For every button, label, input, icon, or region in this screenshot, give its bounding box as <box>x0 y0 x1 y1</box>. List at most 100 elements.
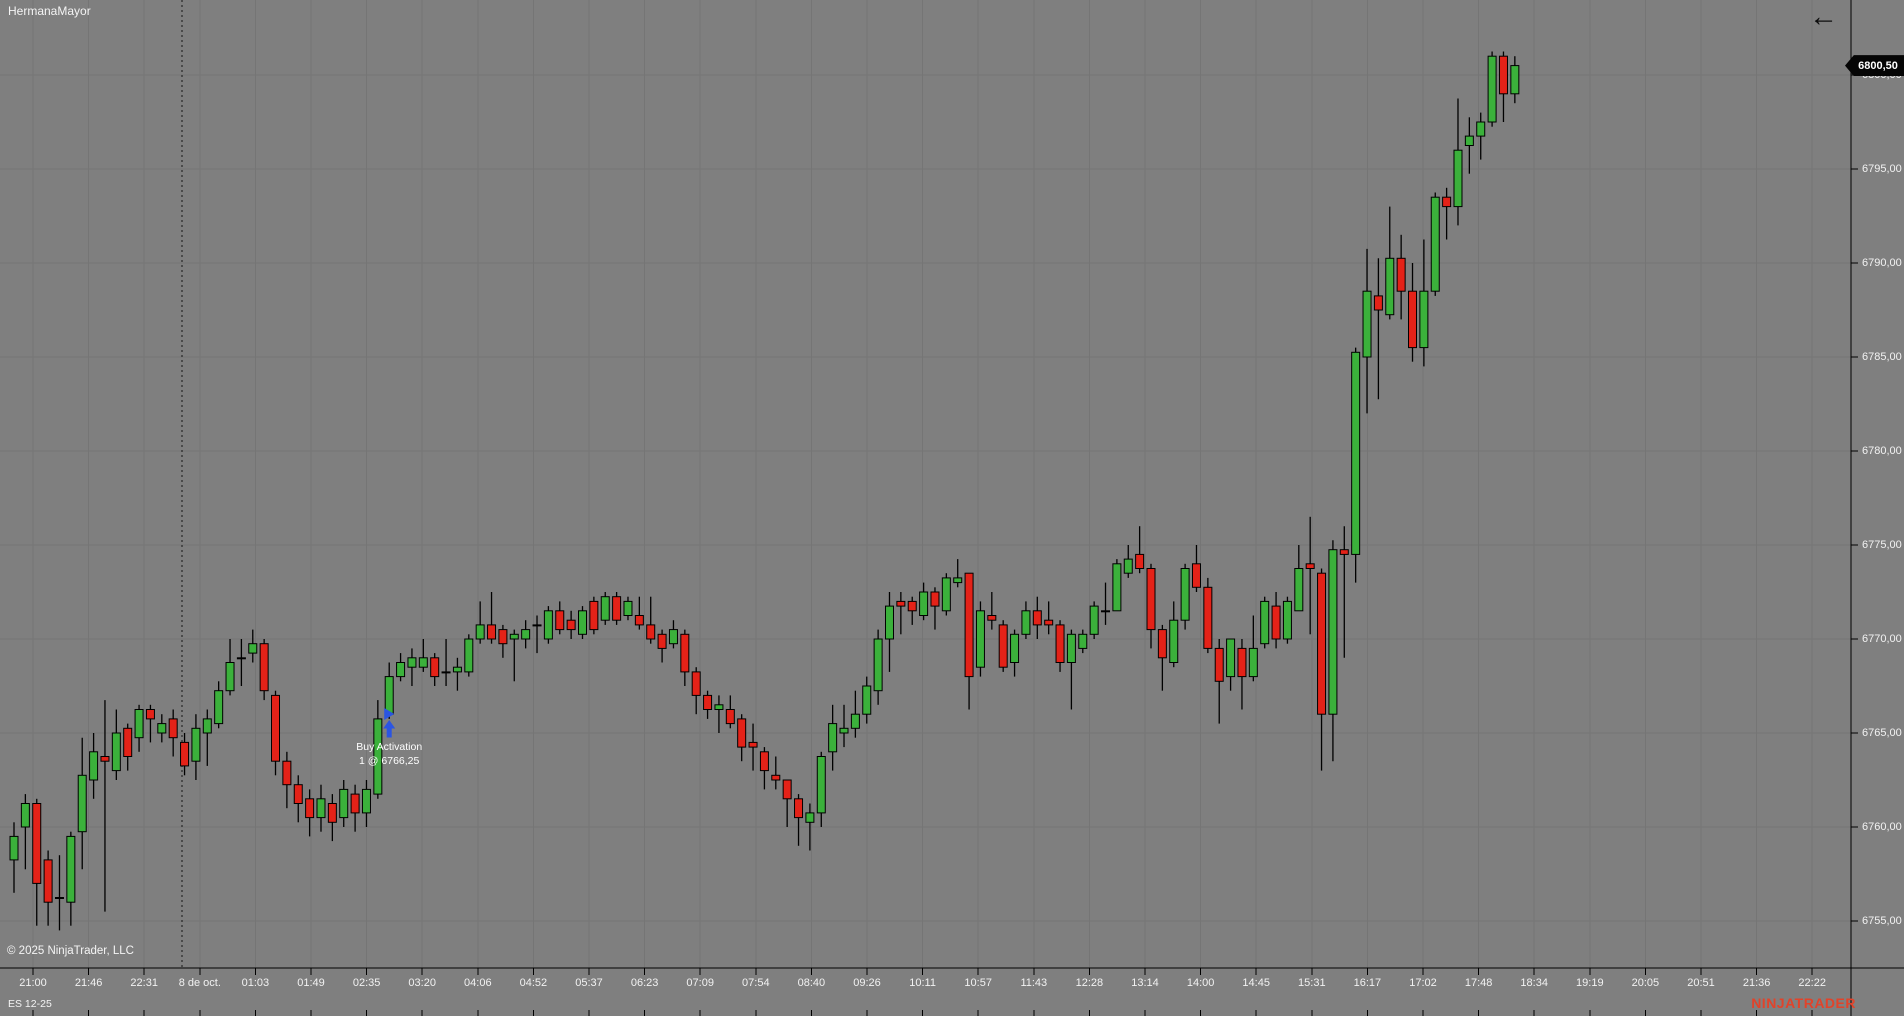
candle <box>1101 582 1111 625</box>
candle <box>566 610 576 639</box>
candle <box>1135 526 1145 574</box>
candle <box>32 798 42 926</box>
candle-body <box>1214 647 1224 682</box>
candle <box>600 592 610 625</box>
last-price-value: 6800,50 <box>1858 59 1898 72</box>
price-axis-label: 6765,00 <box>1862 727 1902 739</box>
back-arrow-icon[interactable]: ← <box>1809 1 1838 33</box>
candle-body <box>1089 605 1099 635</box>
candle-body <box>316 798 326 819</box>
candle <box>157 714 167 743</box>
time-axis-label: 09:26 <box>853 977 881 989</box>
candle <box>680 629 690 686</box>
buy-arrow-icon <box>383 720 396 729</box>
candle <box>214 681 224 729</box>
candle <box>168 709 178 757</box>
candle-body <box>873 638 883 692</box>
candle-body <box>612 596 622 621</box>
candle-body <box>396 662 406 678</box>
candle <box>1294 545 1304 612</box>
candle-body <box>1464 135 1474 147</box>
candle <box>612 592 622 625</box>
candle-body <box>259 643 269 692</box>
candle-body <box>157 723 167 734</box>
candle <box>1430 192 1440 296</box>
candle <box>373 700 383 799</box>
candle <box>782 779 792 827</box>
candle-body <box>111 732 121 772</box>
time-axis-label: 17:02 <box>1409 977 1437 989</box>
candle-body <box>1066 633 1076 663</box>
candle-body <box>145 709 155 720</box>
candle <box>9 822 19 893</box>
candle-body <box>1021 610 1031 635</box>
time-axis-label: 11:43 <box>1020 977 1048 989</box>
candle <box>498 624 508 658</box>
time-axis-label: 02:35 <box>352 977 381 989</box>
candle-body <box>816 756 826 814</box>
price-axis[interactable]: 6800,006795,006790,006785,006780,006775,… <box>1852 0 1904 968</box>
candle <box>464 634 474 677</box>
candle-body <box>236 657 246 660</box>
gridlines-layer <box>0 0 1851 968</box>
candle-body <box>1271 605 1281 640</box>
candle <box>441 639 451 686</box>
candle <box>1055 620 1065 672</box>
candle <box>543 606 553 644</box>
time-axis-label: 07:54 <box>742 977 770 989</box>
candle-body <box>737 718 747 748</box>
time-axis-label: 17:48 <box>1464 977 1493 989</box>
candle <box>54 855 64 931</box>
candle <box>941 573 951 616</box>
candle-body <box>839 727 849 734</box>
candle <box>668 620 678 649</box>
candle <box>396 653 406 682</box>
candle <box>1157 624 1167 691</box>
candle <box>430 653 440 686</box>
time-axis[interactable]: 21:00 21:46 22:31 8 de oct. 01:03 01:49 02:35 0… <box>0 968 1904 1016</box>
candle-body <box>555 610 565 631</box>
candle-body <box>271 694 281 762</box>
candle <box>725 695 735 729</box>
candle <box>350 784 360 832</box>
candle-body <box>1032 610 1042 626</box>
candle-body <box>1339 549 1349 555</box>
candle <box>964 572 974 710</box>
candle-body <box>1135 553 1145 570</box>
candle-body <box>953 577 963 584</box>
candle-body <box>543 610 553 640</box>
candle-body <box>43 859 53 903</box>
time-axis-label: 13:14 <box>1131 977 1159 989</box>
candle <box>714 695 724 733</box>
time-axis-label: 04:06 <box>464 977 492 989</box>
candle-body <box>714 704 724 710</box>
time-axis-label: 10:11 <box>909 977 936 989</box>
candle-body <box>1487 55 1497 123</box>
candle-body <box>1044 619 1054 626</box>
candle <box>1498 51 1508 122</box>
candle <box>1089 601 1099 639</box>
candle-body <box>191 727 201 762</box>
candle-body <box>1237 647 1247 678</box>
candle <box>1373 258 1383 400</box>
candle-body <box>1169 619 1179 664</box>
candle <box>634 596 644 630</box>
candle-body <box>123 727 133 757</box>
candle <box>361 780 371 827</box>
candle <box>77 737 87 870</box>
candle-body <box>1180 568 1190 621</box>
candle-body <box>1453 149 1463 208</box>
candle-body <box>1328 549 1338 715</box>
candle <box>259 639 269 701</box>
candle <box>703 690 713 719</box>
candle <box>578 606 587 639</box>
candle-body <box>646 624 656 640</box>
candle <box>907 596 917 625</box>
candle-body <box>1248 647 1258 678</box>
price-axis-label: 6760,00 <box>1862 821 1902 833</box>
price-axis-label: 6770,00 <box>1862 633 1902 645</box>
candle <box>1066 629 1076 710</box>
candle-body <box>418 657 428 668</box>
